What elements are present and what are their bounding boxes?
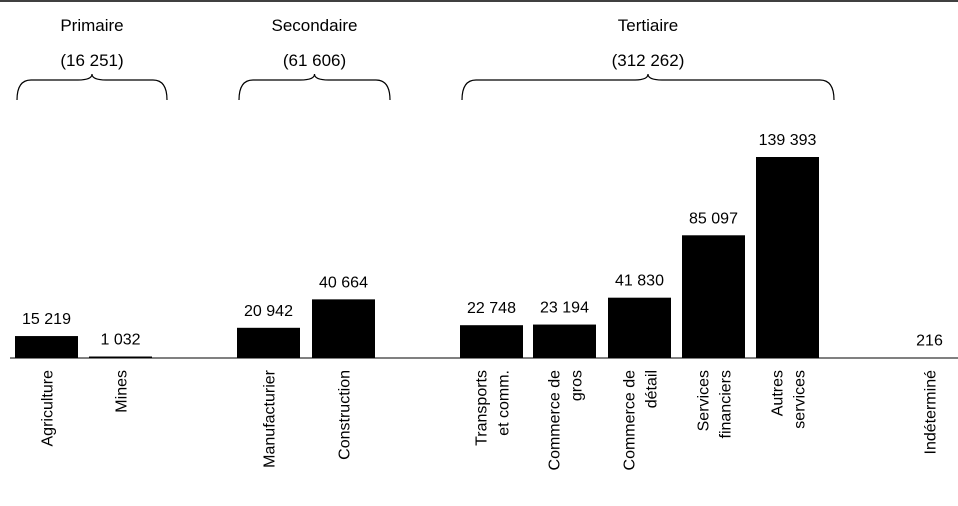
category-label-line: Mines [114,370,131,413]
category-label-line: Indéterminé [923,370,940,455]
category-label-1: Agriculture [40,370,57,447]
bar-1 [15,336,78,358]
category-label-10: Indéterminé [923,370,940,455]
value-label-6: 23 194 [540,300,589,317]
category-label-2: Mines [114,370,131,413]
category-label-line: Manufacturier [262,369,279,467]
value-label-9: 139 393 [759,132,817,149]
bar-7 [608,297,671,358]
bar-4 [312,299,375,358]
category-label-line: Commerce de [622,370,639,471]
value-label-7: 41 830 [615,273,664,290]
category-label-line: Commerce de [547,370,564,471]
category-label-4: Construction [337,370,354,460]
value-label-10: 216 [916,333,943,350]
group-title-2: Secondaire [271,16,357,35]
bar-3 [237,327,300,358]
bar-8 [682,235,745,358]
bar-9 [756,157,819,358]
group-brace-3 [461,73,835,101]
category-label-3: Manufacturier [262,369,279,467]
value-label-8: 85 097 [689,210,738,227]
group-title-3: Tertiaire [618,16,678,35]
group-total-1: (16 251) [60,51,123,70]
bar-6 [533,324,596,358]
group-total-3: (312 262) [612,51,685,70]
category-label-line: détail [644,370,661,408]
bar-5 [460,325,523,358]
group-total-2: (61 606) [283,51,346,70]
category-label-7: Commerce de détail [622,370,661,471]
category-label-line: services [792,370,809,429]
value-label-5: 22 748 [467,300,516,317]
category-label-8: Services financiers [696,370,735,438]
group-brace-1 [16,73,168,101]
value-label-1: 15 219 [22,311,71,328]
category-label-line: et comm. [496,370,513,436]
category-label-line: financiers [718,370,735,438]
category-label-line: Transports [474,370,491,446]
category-label-9: Autres services [770,370,809,429]
bar-2 [89,356,152,358]
value-labels: 15 219 1 032 20 942 40 664 22 748 23 194 41 83… [22,132,943,350]
value-label-2: 1 032 [100,332,140,349]
category-label-line: Autres [770,370,787,416]
category-labels: Agriculture Mines Manufacturier Constructio… [40,369,940,470]
value-label-4: 40 664 [319,274,368,291]
category-label-6: Commerce de gros [547,370,586,471]
group-brace-2 [238,73,391,101]
group-title-1: Primaire [60,16,123,35]
category-label-line: gros [569,370,586,401]
group-headers: Primaire (16 251) Secondaire (61 606) Tertia… [16,16,835,101]
category-label-line: Agriculture [40,370,57,447]
category-label-line: Services [696,370,713,431]
category-label-line: Construction [337,370,354,460]
category-label-5: Transports et comm. [474,370,513,446]
bars [15,157,958,359]
value-label-3: 20 942 [244,303,293,320]
